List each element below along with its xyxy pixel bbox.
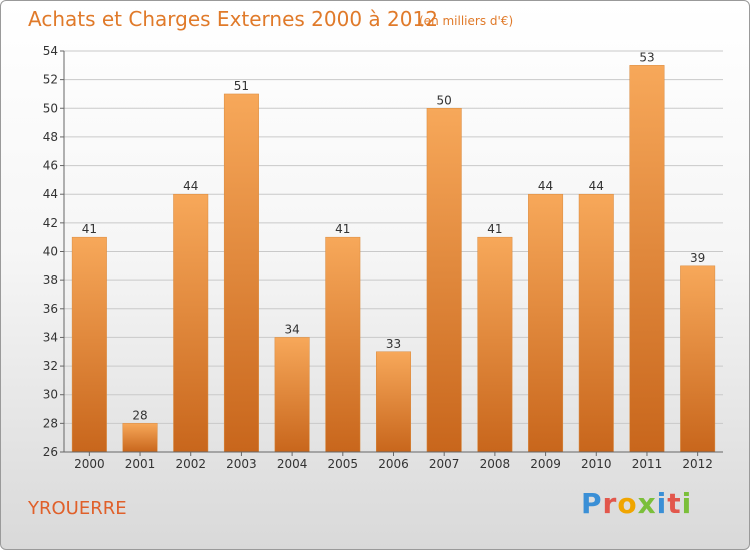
chart-title: Achats et Charges Externes 2000 à 2012 bbox=[28, 7, 438, 31]
x-tick-label: 2004 bbox=[277, 457, 308, 471]
bar-2007 bbox=[426, 108, 462, 453]
logo-letter: r bbox=[602, 487, 618, 520]
y-tick-label: 28 bbox=[43, 416, 58, 430]
data-label: 44 bbox=[183, 179, 198, 193]
y-tick-label: 32 bbox=[43, 359, 58, 373]
logo-letter: P bbox=[581, 487, 603, 520]
bar-2010 bbox=[578, 193, 614, 453]
data-label: 28 bbox=[132, 408, 147, 422]
bar-2009 bbox=[528, 193, 564, 453]
y-tick-label: 26 bbox=[43, 445, 58, 459]
logo-letter: i bbox=[656, 487, 668, 520]
logo-letter: x bbox=[637, 487, 657, 520]
data-label: 33 bbox=[386, 337, 401, 351]
proxiti-logo: Proxiti bbox=[581, 487, 692, 520]
bar-2012 bbox=[680, 265, 716, 453]
bar-2002 bbox=[173, 193, 209, 453]
x-tick-label: 2001 bbox=[125, 457, 156, 471]
bar-2004 bbox=[274, 337, 310, 453]
data-label: 44 bbox=[589, 179, 604, 193]
data-label: 50 bbox=[437, 93, 452, 107]
x-tick-label: 2000 bbox=[74, 457, 105, 471]
x-tick-label: 2007 bbox=[429, 457, 460, 471]
bar-2006 bbox=[376, 351, 411, 453]
data-label: 34 bbox=[284, 322, 299, 336]
x-tick-label: 2012 bbox=[682, 457, 713, 471]
x-tick-label: 2010 bbox=[581, 457, 612, 471]
bar-2008 bbox=[477, 236, 513, 453]
bar-2011 bbox=[629, 65, 665, 453]
data-label: 41 bbox=[487, 222, 502, 236]
bars: 41 28 44 51 34 41 33 50 41 44 44 53 39 bbox=[71, 50, 716, 453]
y-tick-label: 42 bbox=[43, 216, 58, 230]
logo-letter: i bbox=[681, 487, 693, 520]
place-name: YROUERRE bbox=[28, 498, 127, 519]
data-label: 39 bbox=[690, 251, 705, 265]
chart-unit: (en milliers d'€) bbox=[419, 14, 514, 28]
x-tick-label: 2006 bbox=[378, 457, 409, 471]
y-tick-label: 44 bbox=[43, 187, 58, 201]
bar-2000 bbox=[71, 236, 107, 453]
y-tick-label: 46 bbox=[43, 159, 58, 173]
data-label: 41 bbox=[335, 222, 350, 236]
x-tick-label: 2002 bbox=[175, 457, 206, 471]
y-tick-label: 38 bbox=[43, 273, 58, 287]
bar-2005 bbox=[325, 236, 361, 453]
data-label: 44 bbox=[538, 179, 553, 193]
x-tick-label: 2011 bbox=[632, 457, 663, 471]
x-tick-label: 2008 bbox=[480, 457, 511, 471]
y-tick-label: 34 bbox=[43, 330, 58, 344]
data-label: 53 bbox=[639, 50, 654, 64]
logo-letter: o bbox=[617, 487, 638, 520]
bar-2001 bbox=[122, 423, 158, 453]
logo-letter: t bbox=[667, 487, 682, 520]
y-tick-label: 48 bbox=[43, 130, 58, 144]
bar-2003 bbox=[223, 93, 259, 453]
y-tick-label: 36 bbox=[43, 302, 58, 316]
x-tick-label: 2005 bbox=[328, 457, 359, 471]
data-label: 41 bbox=[82, 222, 97, 236]
x-tick-label: 2003 bbox=[226, 457, 257, 471]
y-tick-label: 54 bbox=[43, 44, 58, 58]
y-tick-label: 30 bbox=[43, 388, 58, 402]
y-tick-label: 40 bbox=[43, 245, 58, 259]
axes: 26 28 30 32 34 36 38 40 42 44 46 48 50 52 54 2000 2001 20… bbox=[43, 44, 723, 471]
y-tick-label: 52 bbox=[43, 73, 58, 87]
x-tick-label: 2009 bbox=[530, 457, 561, 471]
data-label: 51 bbox=[234, 79, 249, 93]
y-tick-label: 50 bbox=[43, 101, 58, 115]
